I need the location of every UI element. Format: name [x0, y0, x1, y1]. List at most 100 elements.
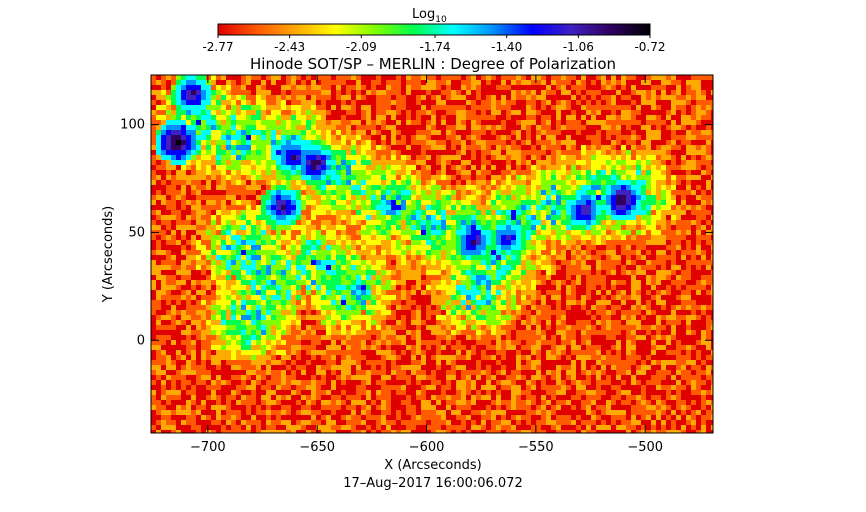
heat-cell: [336, 220, 341, 225]
heat-cell: [441, 100, 446, 105]
heat-cell: [561, 275, 566, 280]
heat-cell: [681, 265, 686, 270]
heat-cell: [671, 160, 676, 165]
heat-cell: [566, 270, 571, 275]
heat-cell: [586, 195, 591, 200]
heat-cell: [606, 125, 611, 130]
heat-cell: [476, 95, 481, 100]
heat-cell: [451, 275, 456, 280]
heat-cell: [311, 225, 316, 230]
heat-cell: [336, 190, 341, 195]
heat-cell: [576, 160, 581, 165]
heat-cell: [191, 145, 196, 150]
heat-cell: [161, 85, 166, 90]
heat-cell: [411, 85, 416, 90]
heat-cell: [211, 215, 216, 220]
heat-cell: [321, 280, 326, 285]
heat-cell: [431, 160, 436, 165]
heat-cell: [441, 170, 446, 175]
heat-cell: [331, 80, 336, 85]
heat-cell: [586, 250, 591, 255]
heat-cell: [446, 135, 451, 140]
heat-cell: [351, 150, 356, 155]
heat-cell: [291, 120, 296, 125]
heat-cell: [431, 265, 436, 270]
heat-cell: [446, 230, 451, 235]
heat-cell: [661, 165, 666, 170]
heat-cell: [561, 155, 566, 160]
heat-cell: [376, 155, 381, 160]
heat-cell: [576, 140, 581, 145]
heat-cell: [151, 150, 156, 155]
heat-cell: [466, 80, 471, 85]
heat-cell: [486, 245, 491, 250]
heat-cell: [641, 250, 646, 255]
heat-cell: [421, 225, 426, 230]
heat-cell: [656, 135, 661, 140]
heat-cell: [416, 215, 421, 220]
heat-cell: [631, 255, 636, 260]
heat-cell: [511, 130, 516, 135]
heat-cell: [211, 285, 216, 290]
heat-cell: [461, 210, 466, 215]
heat-cell: [396, 230, 401, 235]
heat-cell: [431, 230, 436, 235]
heat-cell: [341, 125, 346, 130]
heat-cell: [461, 95, 466, 100]
heat-cell: [451, 245, 456, 250]
heat-cell: [466, 155, 471, 160]
heat-cell: [401, 290, 406, 295]
heat-cell: [601, 75, 606, 80]
heat-cell: [471, 150, 476, 155]
heat-cell: [386, 85, 391, 90]
heat-cell: [366, 195, 371, 200]
heat-cell: [281, 105, 286, 110]
heat-cell: [446, 210, 451, 215]
heat-cell: [211, 115, 216, 120]
heat-cell: [381, 230, 386, 235]
heat-cell: [451, 210, 456, 215]
heat-cell: [236, 150, 241, 155]
heat-cell: [256, 120, 261, 125]
heat-cell: [371, 195, 376, 200]
heat-cell: [306, 225, 311, 230]
heat-cell: [516, 85, 521, 90]
heat-cell: [411, 170, 416, 175]
heat-cell: [346, 195, 351, 200]
heat-cell: [626, 175, 631, 180]
heat-cell: [481, 145, 486, 150]
heat-cell: [291, 230, 296, 235]
heat-cell: [601, 290, 606, 295]
heat-cell: [706, 210, 711, 215]
heat-cell: [676, 105, 681, 110]
heat-cell: [671, 95, 676, 100]
heat-cell: [686, 185, 691, 190]
heat-cell: [321, 135, 326, 140]
heat-cell: [421, 230, 426, 235]
heat-cell: [711, 240, 713, 245]
heat-cell: [301, 190, 306, 195]
heat-cell: [181, 100, 186, 105]
heat-cell: [416, 255, 421, 260]
heat-cell: [211, 225, 216, 230]
heat-cell: [501, 240, 506, 245]
heat-cell: [151, 245, 156, 250]
heat-cell: [441, 275, 446, 280]
heat-cell: [461, 100, 466, 105]
heat-cell: [706, 275, 711, 280]
heat-cell: [696, 110, 701, 115]
heat-cell: [701, 80, 706, 85]
heat-cell: [636, 240, 641, 245]
heat-cell: [206, 90, 211, 95]
heat-cell: [381, 80, 386, 85]
heat-cell: [226, 150, 231, 155]
heat-cell: [326, 160, 331, 165]
heat-cell: [696, 165, 701, 170]
heat-cell: [366, 145, 371, 150]
heat-cell: [601, 260, 606, 265]
heat-cell: [151, 125, 156, 130]
heat-cell: [441, 215, 446, 220]
heat-cell: [471, 110, 476, 115]
heat-cell: [156, 290, 161, 295]
heat-cell: [191, 170, 196, 175]
